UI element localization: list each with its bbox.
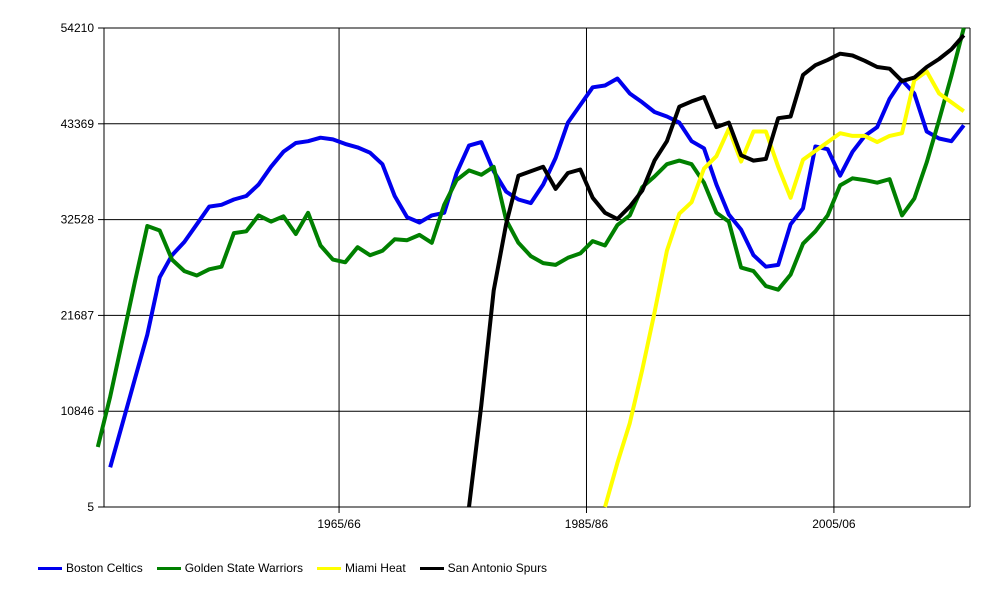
y-tick-label: 21687 [61, 308, 95, 322]
y-tick-label: 32528 [61, 213, 95, 227]
legend-swatch [419, 566, 444, 570]
y-tick-label: 10846 [61, 404, 95, 418]
x-tick-label: 1985/86 [565, 517, 609, 531]
legend-item: Golden State Warriors [156, 561, 303, 575]
axes [103, 28, 970, 508]
legend-label: Boston Celtics [66, 561, 143, 575]
legend-swatch [156, 566, 181, 570]
y-tick-label: 5 [87, 500, 94, 514]
legend: Boston Celtics Golden State Warriors Miami… [38, 561, 561, 575]
legend-swatch [316, 566, 341, 570]
legend-item: San Antonio Spurs [419, 561, 548, 575]
legend-label: San Antonio Spurs [447, 561, 548, 575]
series-line-san-antonio-spurs [467, 33, 966, 508]
series-line-golden-state-warriors [95, 27, 966, 448]
x-tick-label: 1965/66 [317, 517, 361, 531]
y-tick-labels: 5 10846 21687 32528 43369 54210 [61, 21, 104, 514]
line-chart: 5 10846 21687 32528 43369 54210 1965/66 1985/8… [61, 21, 971, 531]
x-tick-label: 2005/06 [812, 517, 856, 531]
x-tick-labels: 1965/66 1985/86 2005/06 [317, 517, 856, 531]
series-line-miami-heat [603, 69, 965, 508]
legend-item: Boston Celtics [38, 561, 143, 575]
legend-item: Miami Heat [316, 561, 406, 575]
legend-label: Golden State Warriors [184, 561, 303, 575]
series-lines [95, 27, 966, 508]
legend-swatch [38, 566, 62, 570]
y-tick-label: 54210 [61, 21, 95, 35]
legend-label: Miami Heat [344, 561, 406, 575]
grid-lines [104, 27, 971, 513]
y-tick-label: 43369 [61, 117, 95, 131]
